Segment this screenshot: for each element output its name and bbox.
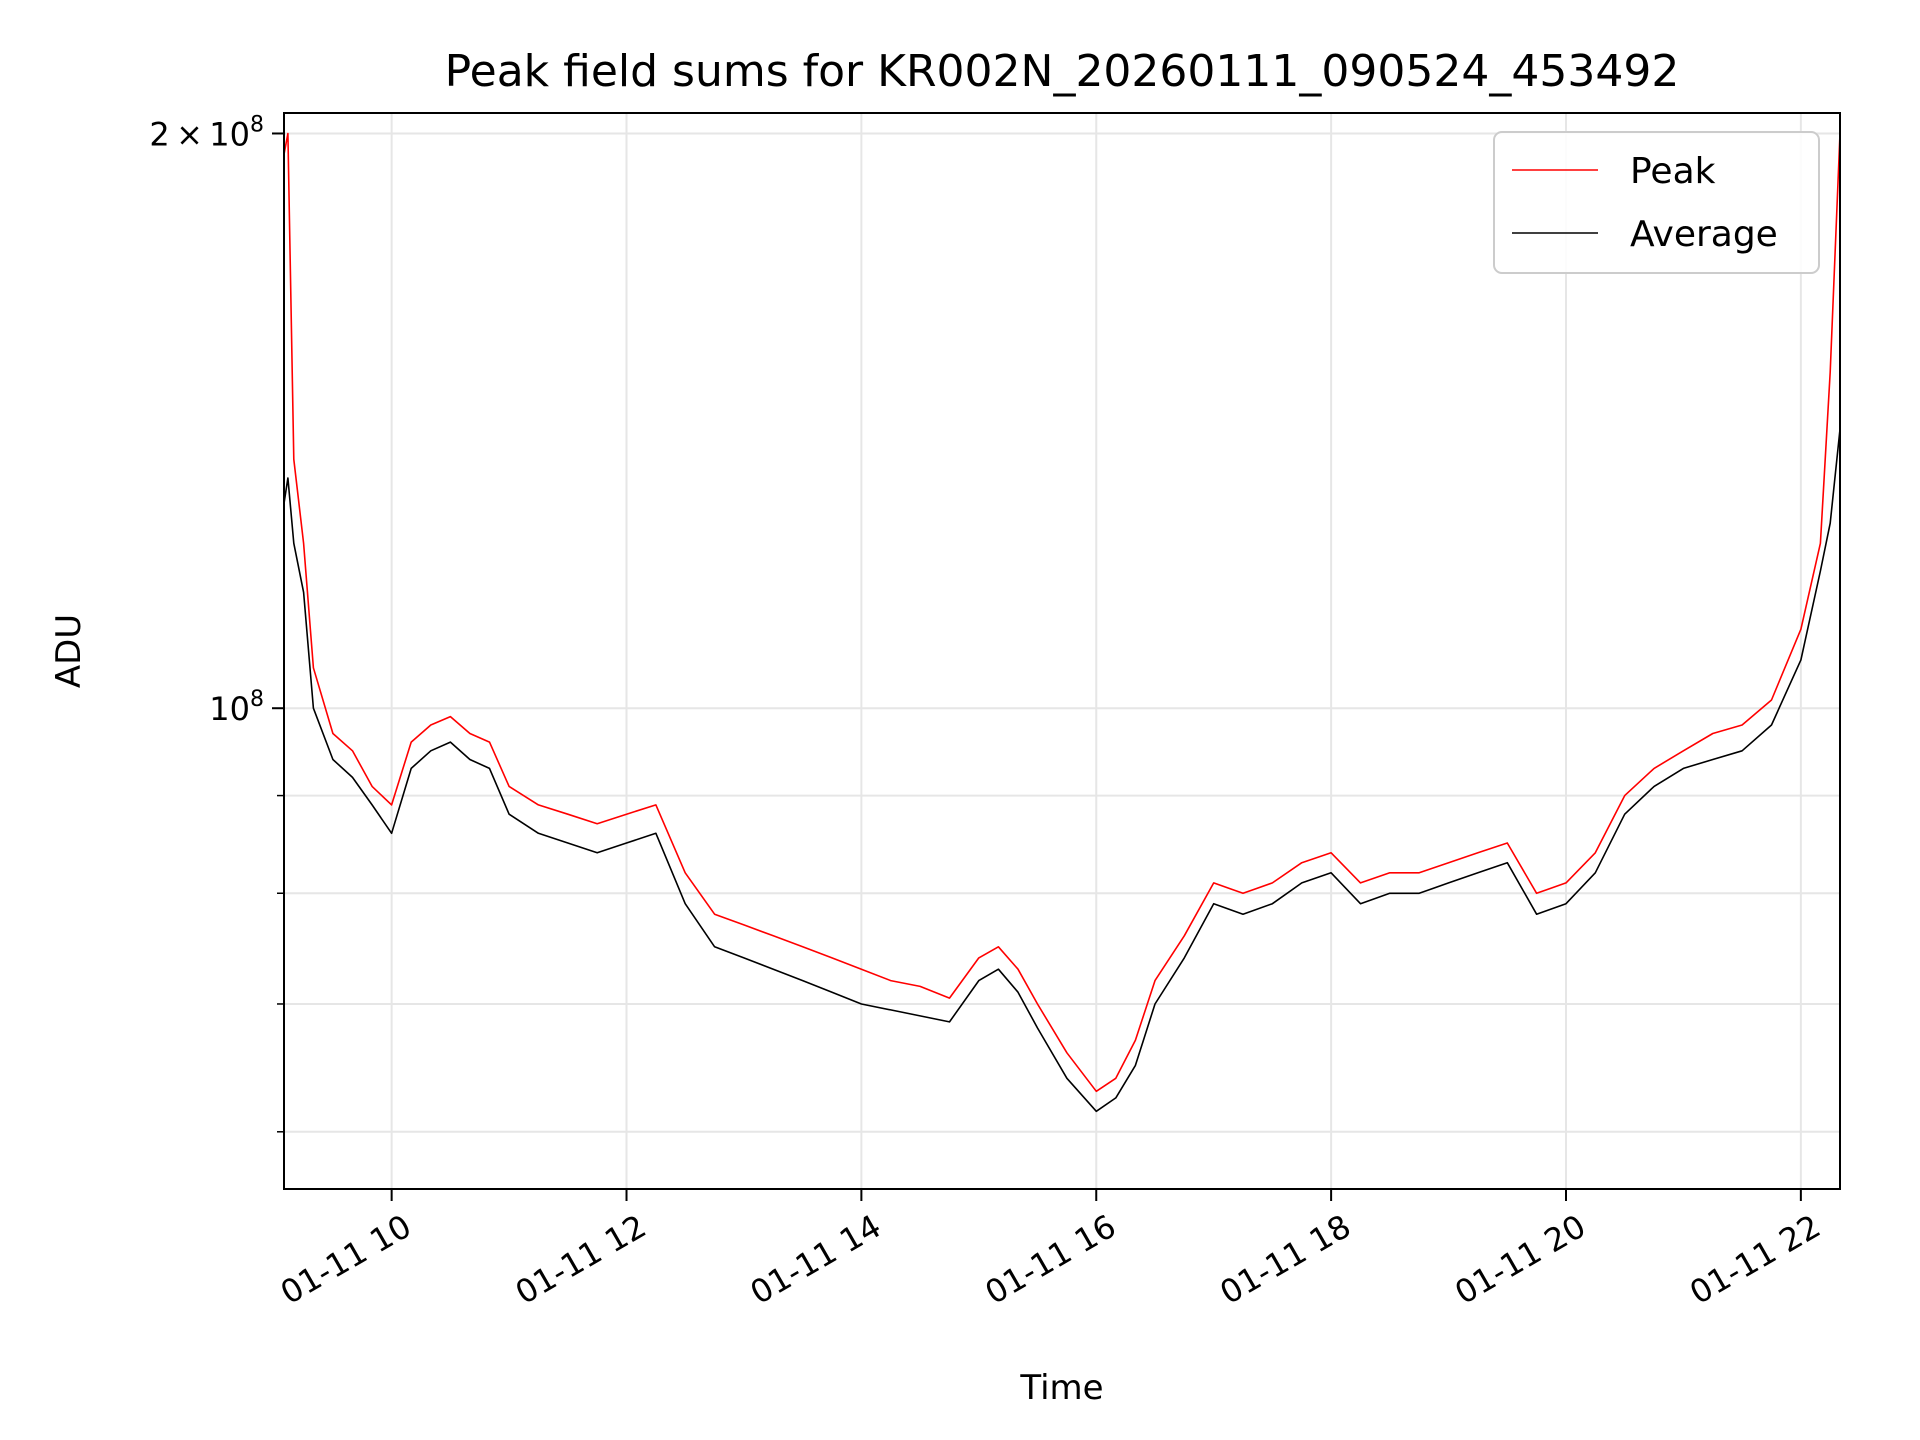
y-tick-label: 2 × 108 bbox=[149, 112, 264, 153]
legend-average-label: Average bbox=[1630, 214, 1778, 255]
x-axis-label: Time bbox=[1019, 1368, 1103, 1408]
series-line-peak bbox=[284, 132, 1840, 1093]
legend-box bbox=[1493, 131, 1820, 274]
series-line-average bbox=[284, 429, 1840, 1113]
grid bbox=[284, 113, 1840, 1189]
y-axis-label: ADU bbox=[49, 614, 89, 688]
chart-title: Peak field sums for KR002N_20260111_0905… bbox=[445, 46, 1680, 97]
plot-frame bbox=[283, 112, 1841, 1190]
series-layer bbox=[284, 132, 1840, 1113]
legend: Peak Average bbox=[1493, 131, 1820, 274]
legend-peak-label: Peak bbox=[1630, 151, 1716, 192]
